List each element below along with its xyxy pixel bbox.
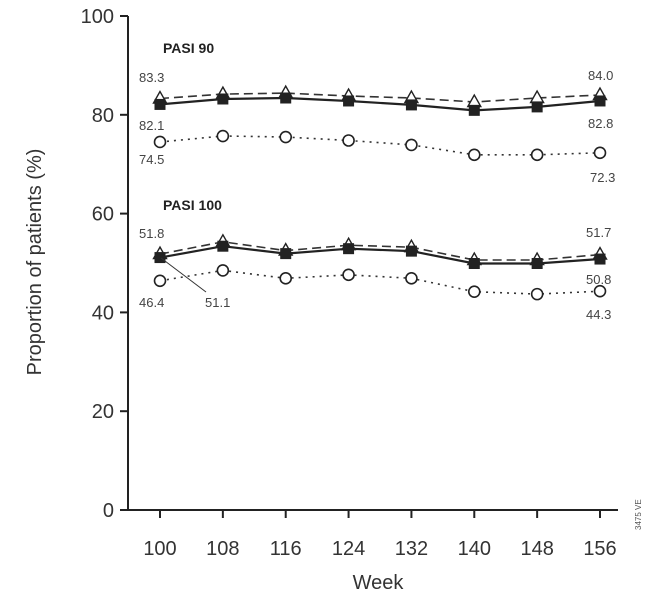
x-tick-label: 100 [143, 538, 176, 560]
value-label: 83.3 [139, 70, 164, 85]
series-line-solid [159, 96, 601, 112]
data-point-circle [467, 285, 481, 298]
value-label: 84.0 [588, 68, 613, 83]
data-point-circle [530, 148, 544, 162]
data-point-square [468, 104, 480, 116]
series-line-dashed [159, 92, 601, 103]
value-label: 51.1 [205, 295, 230, 310]
data-point-square [154, 252, 166, 264]
data-point-circle [467, 148, 481, 162]
data-point-circle [342, 134, 355, 147]
value-label: 82.8 [588, 116, 613, 131]
data-point-square [468, 257, 480, 269]
data-point-square [405, 245, 417, 257]
data-point-circle [153, 135, 167, 149]
data-point-circle [279, 272, 293, 285]
data-point-square [531, 257, 543, 269]
annotation-leader-line [160, 257, 207, 293]
y-axis: 0 20 40 60 80 100 Proportion of patients (%) [24, 6, 129, 522]
data-point-square [280, 248, 292, 260]
y-axis-title: Proportion of patients (%) [24, 149, 46, 376]
value-label: 50.8 [586, 272, 611, 287]
data-point-circle [593, 146, 607, 160]
data-point-circle [593, 284, 607, 298]
data-point-circle [153, 274, 167, 288]
x-tick-label: 124 [332, 538, 365, 560]
data-point-square [343, 95, 355, 107]
plot-area [152, 84, 608, 301]
data-point-circle [405, 138, 418, 152]
value-label: 46.4 [139, 295, 164, 310]
side-code: 3475 VE [634, 499, 643, 530]
value-label: 44.3 [586, 307, 611, 322]
value-label: 51.7 [586, 225, 611, 240]
data-point-square [405, 99, 417, 111]
data-point-circle [342, 268, 355, 282]
data-point-circle [216, 264, 230, 277]
value-label: 74.5 [139, 152, 164, 167]
data-point-square [154, 98, 166, 110]
x-tick-label: 148 [520, 538, 553, 560]
data-point-triangle [466, 93, 482, 108]
x-tick-label: 108 [206, 538, 239, 560]
value-annotations: 83.3 82.1 74.5 84.0 82.8 72.3 51.8 46.4 … [139, 68, 615, 322]
data-point-circle [530, 287, 544, 301]
series-line-solid [159, 245, 601, 265]
y-tick-label: 60 [92, 204, 114, 226]
x-tick-label: 132 [395, 538, 428, 560]
data-point-square [217, 240, 229, 252]
data-point-circle [279, 130, 293, 144]
y-tick-label: 0 [103, 500, 114, 522]
x-tick-label: 116 [270, 538, 302, 560]
y-tick-label: 40 [92, 302, 114, 324]
data-point-square [280, 92, 292, 104]
value-label: 82.1 [139, 118, 164, 133]
data-point-circle [405, 272, 418, 285]
data-point-circle [216, 129, 230, 143]
group-label-pasi-90: PASI 90 [163, 40, 214, 56]
data-point-triangle [529, 89, 545, 104]
data-point-square [594, 253, 606, 265]
data-point-square [594, 95, 606, 107]
x-axis: 100 108 116 124 132 140 148 156 Week [128, 509, 618, 594]
x-tick-label: 140 [458, 538, 491, 560]
data-point-square [343, 243, 355, 255]
x-axis-title: Week [353, 572, 405, 594]
group-labels: PASI 90 PASI 100 [163, 40, 222, 213]
y-tick-label: 80 [92, 105, 114, 127]
y-tick-label: 20 [92, 401, 114, 423]
x-tick-label: 156 [583, 538, 616, 560]
series-line-dashed [159, 240, 601, 261]
group-label-pasi-100: PASI 100 [163, 197, 222, 213]
data-point-square [217, 93, 229, 105]
y-tick-label: 100 [81, 6, 114, 28]
value-label: 51.8 [139, 226, 164, 241]
value-label: 72.3 [590, 170, 615, 185]
data-point-square [531, 101, 543, 113]
